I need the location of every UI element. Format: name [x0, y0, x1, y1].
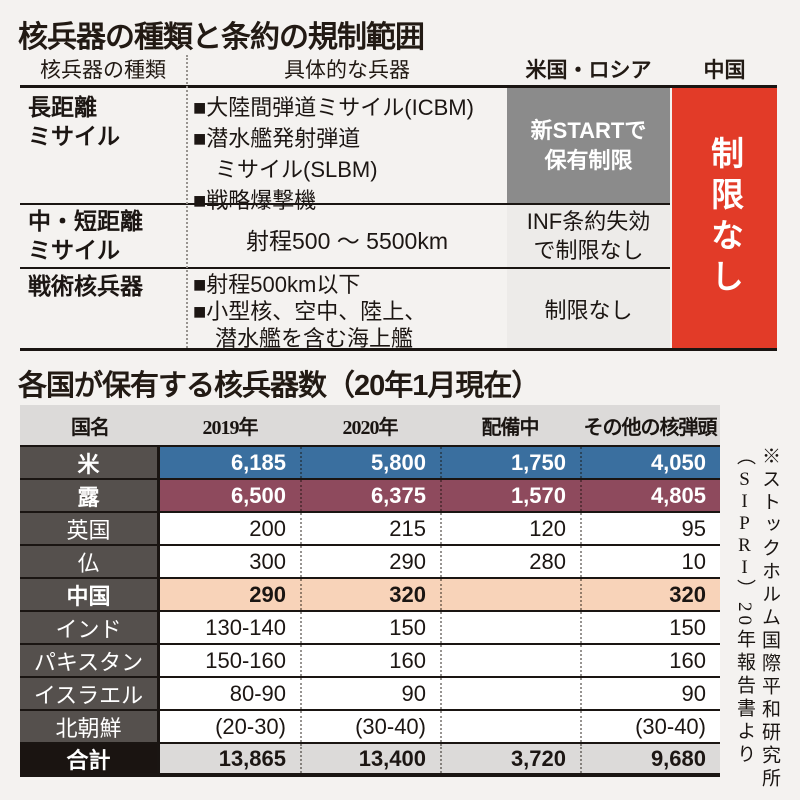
- table-row-israel: イスラエル 80-90 90 90: [20, 678, 720, 711]
- treaty-section-title: 核兵器の種類と条約の規制範囲: [18, 21, 425, 54]
- table-row-china: 中国 290 320 320: [20, 579, 720, 612]
- table-row-uk: 英国 200 215 120 95: [20, 513, 720, 546]
- cell-2020: 150: [300, 612, 440, 643]
- cell-other: 4,050: [580, 447, 720, 478]
- cell-other: 95: [580, 513, 720, 544]
- cell-deployed: [440, 645, 580, 676]
- row-label-mid-short-range-missile: 中・短距離 ミサイル: [28, 208, 143, 263]
- cell-country: 米: [20, 447, 160, 478]
- cell-other: 4,805: [580, 480, 720, 511]
- cell-other: 160: [580, 645, 720, 676]
- cell-other: (30-40): [580, 711, 720, 742]
- cell-country: インド: [20, 612, 160, 643]
- cell-2020: 90: [300, 678, 440, 709]
- us-russia-new-start-cell: 新STARTで 保有制限: [507, 88, 670, 203]
- header-deployed: 配備中: [481, 416, 540, 439]
- sipri-acronym: SIPRI: [734, 469, 755, 579]
- cell-deployed: 1,750: [440, 447, 580, 478]
- divider-line: [20, 267, 670, 269]
- table-row-india: インド 130-140 150 150: [20, 612, 720, 645]
- cell-2020: 290: [300, 546, 440, 577]
- us-russia-inf-cell: INF条約失効 で制限なし: [507, 205, 670, 267]
- cell-2019: 290: [160, 579, 300, 610]
- list-item: ■潜水艦発射弾道: [193, 126, 361, 151]
- cell-other: 320: [580, 579, 720, 610]
- table-row-pakistan: パキスタン 150-160 160 160: [20, 645, 720, 678]
- vertical-text: 制限なし: [706, 136, 744, 300]
- header-2020: 2020年: [342, 416, 399, 439]
- cell-other: 90: [580, 678, 720, 709]
- list-item: ■射程500km以下: [193, 272, 361, 297]
- cell-2019: (20-30): [160, 711, 300, 742]
- treaty-col-header-specific-weapon: 具体的な兵器: [284, 58, 410, 82]
- china-no-limit-cell: 制限なし: [672, 88, 777, 348]
- treaty-col-header-us-russia: 米国・ロシア: [525, 58, 652, 82]
- row-label-long-range-missile: 長距離 ミサイル: [28, 94, 120, 149]
- cell-other: 9,680: [580, 744, 720, 773]
- cell-country: 露: [20, 480, 160, 511]
- cell-deployed: 120: [440, 513, 580, 544]
- header-other: その他の核弾頭: [583, 416, 718, 439]
- treaty-col-header-weapon-type: 核兵器の種類: [40, 58, 166, 82]
- header-2019: 2019年: [202, 416, 259, 439]
- treaty-col-header-china: 中国: [703, 58, 746, 82]
- table-row-us: 米 6,185 5,800 1,750 4,050: [20, 447, 720, 480]
- cell-country: 北朝鮮: [20, 711, 160, 742]
- cell-deployed: 3,720: [440, 744, 580, 773]
- cell-deployed: [440, 579, 580, 610]
- cell-deployed: 280: [440, 546, 580, 577]
- list-item: ■大陸間弾道ミサイル(ICBM): [193, 95, 474, 120]
- stockpile-table: 国名 2019年 2020年 配備中 その他の核弾頭 米 6,185 5,800…: [20, 405, 720, 777]
- cell-2019: 130-140: [160, 612, 300, 643]
- cell-2019: 300: [160, 546, 300, 577]
- list-item: ■戦略爆撃機: [193, 188, 317, 213]
- cell-country: 中国: [20, 579, 160, 610]
- list-item: ミサイル(SLBM): [215, 157, 378, 182]
- stockpile-section-title: 各国が保有する核兵器数（20年1月現在）: [18, 370, 540, 402]
- cell-other: 10: [580, 546, 720, 577]
- cell-country: イスラエル: [20, 678, 160, 709]
- list-item: 潜水艦を含む海上艦: [215, 326, 414, 351]
- cell-2019: 6,185: [160, 447, 300, 478]
- cell-2020: 215: [300, 513, 440, 544]
- source-note: ※ストックホルム国際平和研究所（SIPRI）20年報告書より: [734, 446, 780, 791]
- cell-2020: 6,375: [300, 480, 440, 511]
- dotted-column-divider: [186, 55, 188, 348]
- cell-deployed: [440, 678, 580, 709]
- cell-deployed: [440, 711, 580, 742]
- tactical-weapons-list: ■射程500km以下 ■小型核、空中、陸上、 潜水艦を含む海上艦: [193, 271, 426, 352]
- table-row-france: 仏 300 290 280 10: [20, 546, 720, 579]
- divider-line: [20, 85, 777, 88]
- cell-2019: 200: [160, 513, 300, 544]
- cell-2020: 320: [300, 579, 440, 610]
- table-header-row: 国名 2019年 2020年 配備中 その他の核弾頭: [20, 405, 720, 447]
- cell-other: 150: [580, 612, 720, 643]
- cell-country: 仏: [20, 546, 160, 577]
- long-range-weapons-list: ■大陸間弾道ミサイル(ICBM) ■潜水艦発射弾道 ミサイル(SLBM) ■戦略…: [193, 92, 474, 216]
- cell-country: 英国: [20, 513, 160, 544]
- cell-2019: 6,500: [160, 480, 300, 511]
- row-label-tactical-nuclear: 戦術核兵器: [28, 273, 143, 299]
- table-row-russia: 露 6,500 6,375 1,570 4,805: [20, 480, 720, 513]
- divider-line: [20, 203, 670, 205]
- cell-2020: 5,800: [300, 447, 440, 478]
- cell-country: パキスタン: [20, 645, 160, 676]
- header-country: 国名: [71, 416, 110, 439]
- divider-line: [20, 348, 777, 351]
- cell-2020: (30-40): [300, 711, 440, 742]
- cell-2019: 80-90: [160, 678, 300, 709]
- mid-short-range-spec: 射程500 ～ 5500km: [246, 228, 448, 254]
- cell-deployed: [440, 612, 580, 643]
- cell-2020: 13,400: [300, 744, 440, 773]
- us-russia-no-limit-cell: 制限なし: [507, 269, 670, 348]
- table-row-total: 合計 13,865 13,400 3,720 9,680: [20, 744, 720, 777]
- cell-deployed: 1,570: [440, 480, 580, 511]
- cell-country: 合計: [20, 744, 160, 773]
- cell-2020: 160: [300, 645, 440, 676]
- table-row-north-korea: 北朝鮮 (20-30) (30-40) (30-40): [20, 711, 720, 744]
- list-item: ■小型核、空中、陸上、: [193, 299, 427, 324]
- cell-2019: 13,865: [160, 744, 300, 773]
- cell-2019: 150-160: [160, 645, 300, 676]
